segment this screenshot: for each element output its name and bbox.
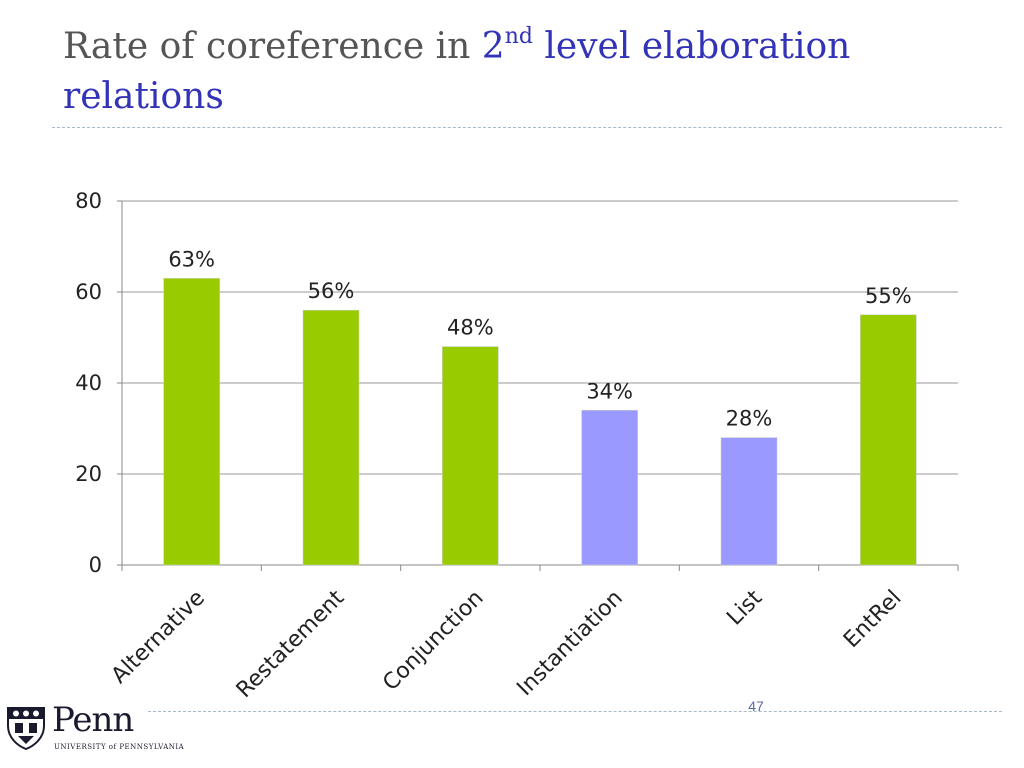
y-tick-label: 80 [75, 189, 102, 213]
bar-instantiation [581, 410, 638, 566]
data-label: 28% [726, 407, 773, 431]
x-tick-label: Instantiation [512, 586, 627, 701]
page-number: 47 [748, 698, 764, 714]
x-tick-label: EntRel [839, 586, 906, 653]
bar-alternative [163, 278, 220, 566]
bar-entrel [860, 314, 917, 566]
penn-logo: Penn UNIVERSITY of PENNSYLVANIA [6, 700, 184, 762]
x-tick-label: Alternative [107, 586, 210, 689]
y-tick-label: 40 [75, 371, 102, 395]
x-tick-label: Restatement [232, 585, 350, 703]
y-tick-label: 0 [89, 553, 102, 577]
y-tick-label: 20 [75, 462, 102, 486]
data-label: 63% [168, 247, 215, 271]
title-accent-rest: level elaboration relations [63, 26, 851, 117]
x-tick-label: Conjunction [378, 586, 488, 696]
shield-icon [7, 707, 45, 750]
bar-restatement [302, 309, 360, 566]
title-accent-superscript: nd [504, 24, 533, 49]
title-plain: Rate of coreference in [63, 26, 482, 67]
logo-subtitle: UNIVERSITY of PENNSYLVANIA [54, 743, 185, 751]
x-tick-label: List [722, 585, 767, 630]
bar-list [720, 437, 778, 566]
data-label: 56% [308, 279, 355, 303]
data-label: 55% [865, 284, 912, 308]
title-divider [52, 127, 1002, 128]
data-label: 48% [447, 316, 494, 340]
y-tick-label: 60 [75, 280, 102, 304]
bar-conjunction [442, 346, 499, 566]
slide-title: Rate of coreference in 2nd level elabora… [63, 22, 963, 122]
logo-wordmark: Penn [52, 700, 134, 740]
footer-divider [148, 711, 1002, 712]
data-label: 34% [586, 379, 633, 403]
title-accent-prefix: 2 [481, 26, 505, 67]
title-accent: 2nd level elaboration relations [63, 24, 851, 118]
